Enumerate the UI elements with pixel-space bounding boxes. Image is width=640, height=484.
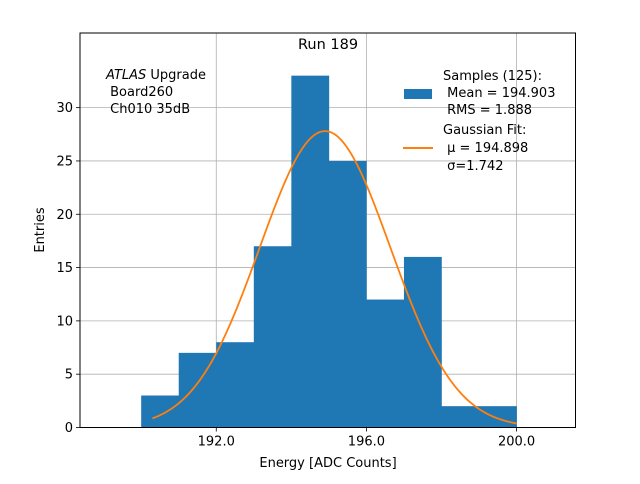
annotation-box: ATLAS Upgrade Board260 Ch010 35dB bbox=[105, 68, 206, 117]
histogram-bar bbox=[216, 342, 255, 428]
histogram-bar bbox=[441, 406, 480, 428]
legend-samples-line-2: Mean = 194.903 bbox=[443, 86, 555, 101]
annotation-rest: Upgrade bbox=[146, 68, 206, 83]
y-tick-label: 30 bbox=[56, 101, 73, 116]
legend-fit-line-3: σ=1.742 bbox=[443, 159, 503, 174]
x-axis-ticks: 192.0 196.0 200.0 bbox=[198, 427, 535, 450]
x-axis-label: Energy [ADC Counts] bbox=[259, 456, 396, 471]
x-tick-label: 192.0 bbox=[198, 435, 235, 450]
histogram-bar bbox=[403, 256, 442, 428]
y-tick-label: 20 bbox=[56, 208, 73, 223]
legend-samples-line-3: RMS = 1.888 bbox=[443, 103, 532, 118]
legend: Samples (125): Mean = 194.903 RMS = 1.88… bbox=[403, 69, 555, 174]
histogram-bar bbox=[291, 75, 330, 428]
plot-frame bbox=[79, 32, 576, 428]
legend-samples-line-1: Samples (125): bbox=[443, 69, 542, 84]
y-tick-label: 0 bbox=[65, 421, 73, 436]
annotation-line-1: ATLAS Upgrade bbox=[105, 68, 206, 83]
annotation-line-3: Ch010 35dB bbox=[106, 102, 190, 117]
y-tick-label: 25 bbox=[56, 154, 73, 169]
y-axis-ticks: 0 5 10 15 20 25 30 bbox=[56, 101, 80, 436]
y-tick-label: 15 bbox=[56, 261, 73, 276]
y-tick-label: 10 bbox=[56, 314, 73, 329]
gaussian-fit-curve bbox=[152, 130, 517, 425]
chart-title: Run 189 bbox=[298, 37, 358, 53]
annotation-italic: ATLAS bbox=[105, 68, 146, 83]
histogram-bar bbox=[141, 395, 180, 428]
x-tick-label: 196.0 bbox=[348, 435, 385, 450]
y-tick-label: 5 bbox=[65, 368, 73, 383]
histogram-bars bbox=[141, 75, 517, 428]
annotation-line-2: Board260 bbox=[106, 85, 173, 100]
y-axis-label: Entries bbox=[33, 207, 48, 253]
histogram-bar bbox=[253, 246, 292, 428]
histogram-bar bbox=[328, 160, 367, 428]
x-tick-label: 200.0 bbox=[498, 435, 535, 450]
histogram-bar bbox=[479, 406, 517, 428]
legend-fit-line-2: μ = 194.898 bbox=[443, 141, 528, 156]
histogram-bar bbox=[366, 299, 405, 428]
legend-patch-samples bbox=[404, 89, 432, 99]
legend-fit-line-1: Gaussian Fit: bbox=[443, 123, 526, 138]
